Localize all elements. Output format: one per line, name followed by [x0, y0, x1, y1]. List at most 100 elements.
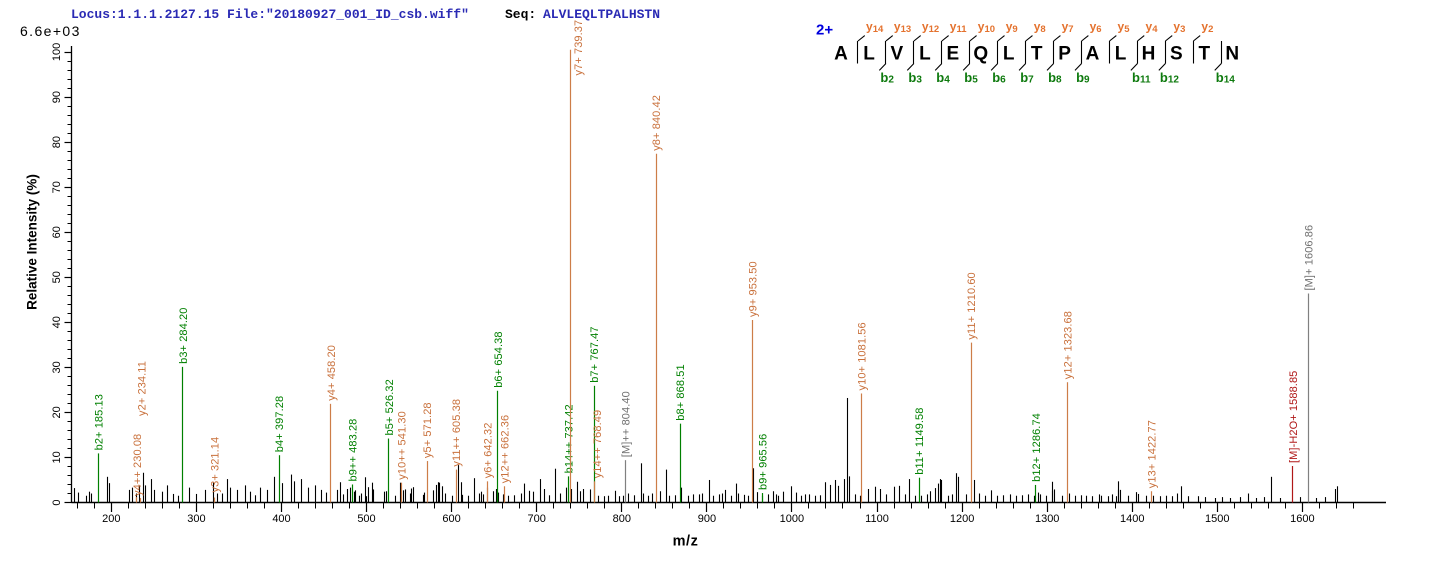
svg-text:20: 20	[51, 406, 63, 418]
svg-text:y12: y12	[922, 20, 939, 36]
svg-text:y3+ 321.14: y3+ 321.14	[209, 437, 221, 493]
svg-text:Relative Intensity (%): Relative Intensity (%)	[25, 174, 40, 310]
svg-text:P: P	[1058, 44, 1071, 65]
svg-text:b7: b7	[1020, 70, 1034, 86]
svg-text:y4: y4	[1146, 20, 1159, 36]
svg-text:A: A	[834, 44, 848, 65]
svg-text:90: 90	[51, 91, 63, 103]
svg-text:1200: 1200	[950, 513, 974, 525]
svg-text:y14: y14	[866, 20, 884, 36]
svg-text:b14++ 737.42: b14++ 737.42	[564, 404, 576, 473]
svg-text:L: L	[1003, 44, 1015, 65]
svg-text:b11: b11	[1132, 70, 1151, 86]
svg-text:N: N	[1225, 44, 1239, 65]
svg-text:A: A	[1086, 44, 1100, 65]
svg-text:[M]+ 1606.86: [M]+ 1606.86	[1303, 225, 1315, 291]
svg-text:b6: b6	[992, 70, 1006, 86]
svg-text:y7+ 739.37: y7+ 739.37	[573, 20, 585, 76]
svg-text:T: T	[1031, 44, 1043, 65]
svg-text:b4+ 397.28: b4+ 397.28	[274, 396, 286, 452]
svg-text:b8: b8	[1048, 70, 1062, 86]
svg-text:800: 800	[613, 513, 631, 525]
svg-text:H: H	[1142, 44, 1156, 65]
svg-text:1100: 1100	[865, 513, 889, 525]
svg-text:y2+ 234.11: y2+ 234.11	[136, 361, 148, 416]
svg-text:L: L	[863, 44, 875, 65]
svg-text:b4: b4	[936, 70, 950, 86]
svg-text:b3: b3	[908, 70, 922, 86]
svg-text:b9+ 965.56: b9+ 965.56	[758, 434, 770, 490]
svg-text:30: 30	[51, 361, 63, 373]
svg-text:b5+ 526.32: b5+ 526.32	[384, 379, 396, 435]
svg-text:100: 100	[51, 43, 63, 61]
svg-text:10: 10	[51, 451, 63, 463]
svg-text:m/z: m/z	[673, 534, 699, 550]
svg-text:y12++ 662.36: y12++ 662.36	[500, 415, 512, 483]
svg-text:b12+ 1286.74: b12+ 1286.74	[1031, 413, 1043, 482]
svg-text:y14++ 768.49: y14++ 768.49	[592, 410, 604, 478]
svg-text:b2: b2	[880, 70, 894, 86]
svg-text:6.6e+03: 6.6e+03	[20, 23, 81, 39]
svg-text:y11+ 1210.60: y11+ 1210.60	[966, 272, 978, 339]
svg-text:y5+ 571.28: y5+ 571.28	[422, 402, 434, 458]
svg-text:y10+ 1081.56: y10+ 1081.56	[856, 322, 868, 390]
svg-text:1400: 1400	[1120, 513, 1144, 525]
svg-text:[M]++ 804.40: [M]++ 804.40	[621, 391, 633, 457]
svg-text:b5: b5	[964, 70, 978, 86]
svg-text:40: 40	[51, 316, 63, 328]
svg-text:Locus:1.1.1.2127.15 File:"2018: Locus:1.1.1.2127.15 File:"20180927_001_I…	[71, 7, 469, 22]
svg-text:y10: y10	[978, 20, 995, 36]
svg-text:ALVLEQLTPALHSTN: ALVLEQLTPALHSTN	[543, 7, 660, 22]
svg-text:Seq:: Seq:	[505, 7, 536, 22]
svg-text:1500: 1500	[1205, 513, 1229, 525]
svg-text:y9: y9	[1006, 20, 1018, 36]
svg-text:0: 0	[51, 499, 63, 505]
svg-text:E: E	[946, 44, 959, 65]
svg-text:L: L	[1115, 44, 1127, 65]
svg-text:200: 200	[102, 513, 120, 525]
svg-text:S: S	[1170, 44, 1183, 65]
svg-text:y4+ 458.20: y4+ 458.20	[326, 345, 338, 401]
svg-text:y4++ 230.08: y4++ 230.08	[132, 434, 144, 496]
svg-text:y12+ 1323.68: y12+ 1323.68	[1062, 311, 1074, 379]
svg-text:y2: y2	[1201, 20, 1213, 36]
svg-text:b3+ 284.20: b3+ 284.20	[178, 308, 190, 364]
svg-text:y9+ 953.50: y9+ 953.50	[747, 261, 759, 317]
svg-text:b8+ 868.51: b8+ 868.51	[675, 364, 687, 420]
svg-text:2+: 2+	[816, 22, 833, 39]
svg-text:600: 600	[442, 513, 460, 525]
svg-text:y13+ 1422.77: y13+ 1422.77	[1147, 420, 1159, 488]
svg-text:y7: y7	[1062, 20, 1074, 36]
svg-text:1300: 1300	[1035, 513, 1059, 525]
svg-text:60: 60	[51, 226, 63, 238]
svg-text:b9: b9	[1076, 70, 1090, 86]
svg-text:b2+ 185.13: b2+ 185.13	[94, 394, 106, 450]
svg-text:[M]-H2O+ 1588.85: [M]-H2O+ 1588.85	[1288, 371, 1300, 463]
svg-text:y8+ 840.42: y8+ 840.42	[651, 95, 663, 151]
svg-text:80: 80	[51, 136, 63, 148]
svg-text:300: 300	[187, 513, 205, 525]
svg-text:1000: 1000	[780, 513, 804, 525]
svg-text:900: 900	[698, 513, 716, 525]
svg-text:b9++ 483.28: b9++ 483.28	[347, 419, 359, 482]
svg-text:b11+ 1149.58: b11+ 1149.58	[914, 408, 926, 475]
svg-text:T: T	[1198, 44, 1210, 65]
svg-text:70: 70	[51, 181, 63, 193]
svg-text:b12: b12	[1160, 70, 1180, 86]
svg-text:500: 500	[357, 513, 375, 525]
svg-text:700: 700	[528, 513, 546, 525]
svg-text:V: V	[891, 44, 904, 65]
svg-text:y10++ 541.30: y10++ 541.30	[397, 411, 409, 479]
svg-text:400: 400	[272, 513, 290, 525]
svg-text:b6+ 654.38: b6+ 654.38	[493, 331, 505, 387]
svg-text:b7+ 767.47: b7+ 767.47	[589, 326, 601, 382]
svg-text:y6: y6	[1090, 20, 1102, 36]
svg-text:y11: y11	[950, 20, 967, 36]
svg-text:1600: 1600	[1290, 513, 1314, 525]
svg-text:Q: Q	[973, 44, 988, 65]
svg-text:50: 50	[51, 271, 63, 283]
svg-text:y8: y8	[1034, 20, 1046, 36]
svg-text:b14: b14	[1216, 70, 1236, 86]
svg-text:y3: y3	[1173, 20, 1185, 36]
svg-text:y6+ 642.32: y6+ 642.32	[483, 423, 495, 479]
